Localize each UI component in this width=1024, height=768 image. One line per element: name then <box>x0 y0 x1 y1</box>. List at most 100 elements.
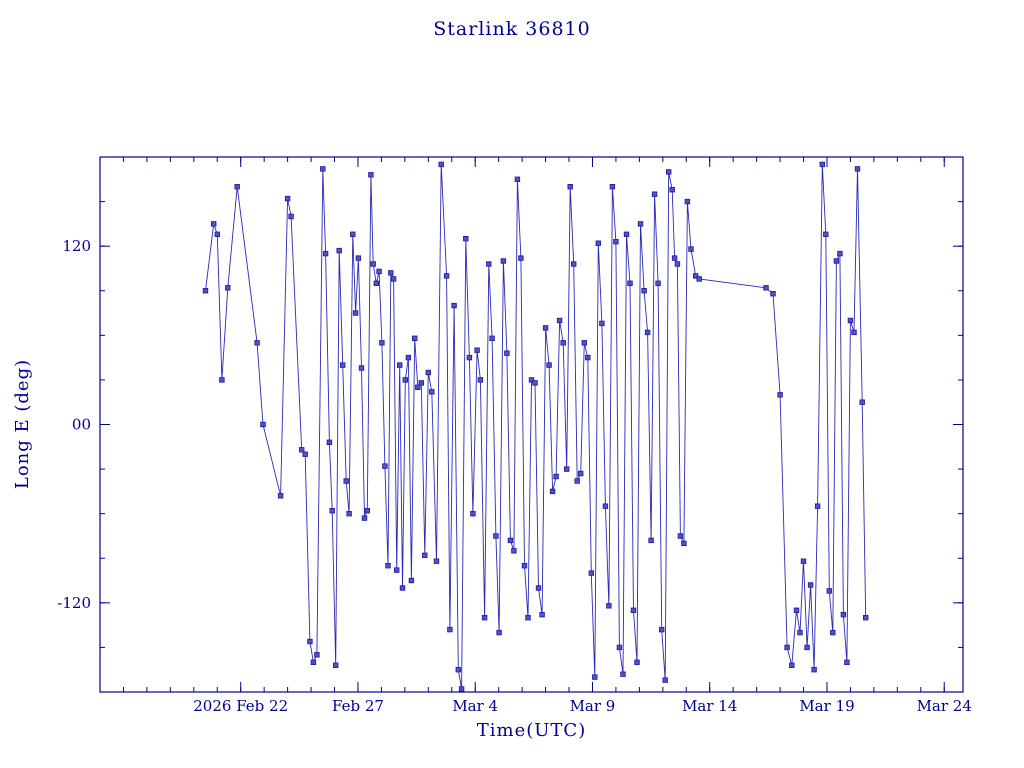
data-point-marker <box>637 221 644 227</box>
x-tick-labels: 2026 Feb 22 Feb 27 Mar 4 Mar 9 Mar 14 Mar 19 M… <box>193 697 972 715</box>
data-series <box>202 161 869 692</box>
data-point-marker <box>521 563 528 569</box>
data-point-marker <box>393 567 400 573</box>
data-point-marker <box>595 240 601 246</box>
data-point-marker <box>684 198 691 205</box>
data-point-marker <box>578 470 584 477</box>
data-point-marker <box>532 380 538 386</box>
data-point-marker <box>826 588 832 594</box>
data-point-marker <box>332 662 339 668</box>
data-point-marker <box>784 644 790 651</box>
data-point-marker <box>840 612 847 618</box>
data-point-marker <box>859 399 865 405</box>
data-point-marker <box>210 221 217 227</box>
data-point-marker <box>789 662 795 668</box>
data-point-marker <box>314 652 320 658</box>
data-point-marker <box>443 273 450 279</box>
data-point-marker <box>837 250 843 257</box>
data-point-marker <box>284 195 291 202</box>
data-point-marker <box>429 389 435 395</box>
data-point-marker <box>310 659 317 665</box>
data-point-marker <box>346 510 352 517</box>
data-point-marker <box>477 377 484 383</box>
data-point-marker <box>585 354 591 361</box>
data-point-marker <box>546 362 552 368</box>
data-point-marker <box>830 629 836 636</box>
y-tick-labels: -120 00 120 <box>57 237 91 612</box>
data-point-marker <box>385 563 391 569</box>
data-point-marker <box>811 667 817 673</box>
data-point-marker <box>352 310 359 316</box>
data-point-marker <box>863 615 869 621</box>
data-point-marker <box>418 380 424 386</box>
data-point-marker <box>382 463 388 469</box>
data-point-marker <box>225 285 231 291</box>
data-point-marker <box>234 183 240 190</box>
data-point-marker <box>438 161 444 168</box>
data-point-marker <box>567 183 573 190</box>
data-point-marker <box>609 183 616 190</box>
data-point-marker <box>355 255 362 261</box>
data-point-marker <box>549 488 556 495</box>
data-point-marker <box>674 261 681 267</box>
data-point-marker <box>793 607 800 613</box>
data-point-marker <box>320 166 326 172</box>
data-point-marker <box>833 258 840 264</box>
data-point-marker <box>556 317 563 324</box>
data-point-marker <box>518 255 524 261</box>
data-point-marker <box>616 644 623 651</box>
data-point-marker <box>399 585 406 591</box>
axis-ticks <box>99 157 963 692</box>
data-point-marker <box>560 340 566 346</box>
data-point-marker <box>447 626 453 633</box>
data-point-marker <box>336 247 342 254</box>
data-point-marker <box>489 335 495 341</box>
data-point-marker <box>376 268 382 275</box>
data-point-marker <box>260 421 266 428</box>
data-point-marker <box>514 176 521 182</box>
data-point-marker <box>641 287 647 294</box>
x-axis-title: Time(UTC) <box>476 720 587 741</box>
data-point-marker <box>655 280 661 286</box>
data-point-marker <box>214 231 220 237</box>
data-point-marker <box>599 320 605 327</box>
data-point-marker <box>202 287 209 294</box>
data-point-marker <box>844 659 850 665</box>
data-point-marker <box>388 270 394 276</box>
data-point-marker <box>396 362 403 368</box>
data-point-marker <box>630 607 637 613</box>
data-point-marker <box>358 365 365 371</box>
y-tick-label: -120 <box>57 594 91 612</box>
data-point-marker <box>627 280 633 286</box>
data-point-marker <box>339 362 346 368</box>
data-point-marker <box>493 533 499 539</box>
data-point-marker <box>500 258 507 264</box>
x-tick-label: Mar 14 <box>682 697 737 715</box>
data-point-marker <box>797 629 803 636</box>
x-tick-label: Feb 27 <box>332 697 384 715</box>
x-tick-label: Mar 24 <box>917 697 972 715</box>
data-point-marker <box>364 507 370 514</box>
data-point-marker <box>277 493 284 499</box>
data-point-marker <box>343 478 349 484</box>
data-point-marker <box>466 354 473 361</box>
data-point-marker <box>571 261 577 267</box>
plot-border <box>99 156 964 693</box>
x-tick-label: Mar 19 <box>799 697 854 715</box>
data-point-marker <box>405 354 412 361</box>
data-point-marker <box>592 674 598 680</box>
data-point-marker <box>681 540 687 547</box>
data-point-marker <box>696 276 702 282</box>
data-point-marker <box>648 537 654 544</box>
data-point-marker <box>402 377 408 383</box>
data-point-marker <box>606 603 612 609</box>
data-point-marker <box>415 384 421 390</box>
data-point-marker <box>763 285 769 291</box>
data-point-marker <box>528 377 535 383</box>
y-axis-title: Long E (deg) <box>12 358 33 490</box>
data-point-marker <box>496 629 502 636</box>
data-point-marker <box>688 246 694 252</box>
data-point-marker <box>634 659 640 665</box>
data-point-marker <box>669 186 675 193</box>
